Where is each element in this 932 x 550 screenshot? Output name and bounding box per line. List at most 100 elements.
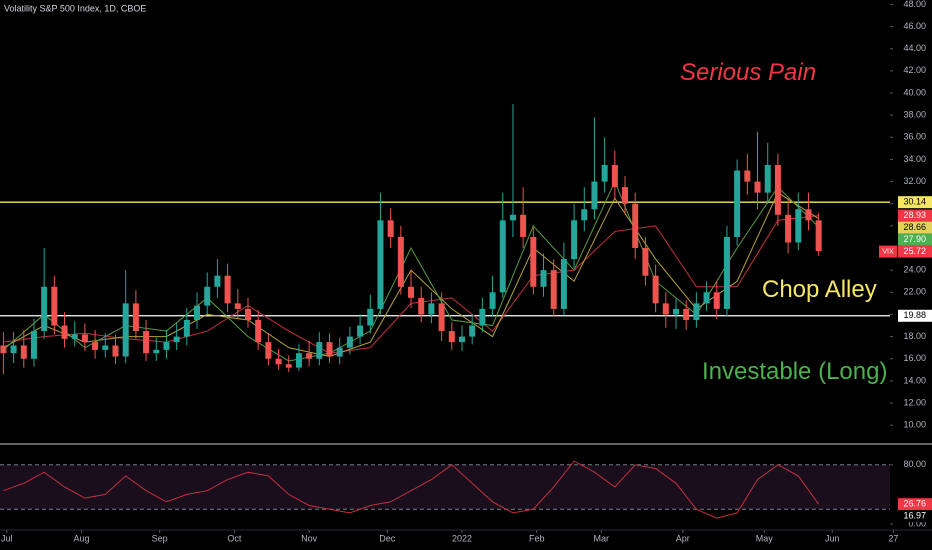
y-tick-label: 34.00 bbox=[903, 154, 926, 164]
candle-body bbox=[469, 325, 476, 337]
candle-body bbox=[550, 270, 557, 309]
candle-body bbox=[10, 345, 17, 354]
x-tick-label: Dec bbox=[379, 533, 396, 543]
candle-body bbox=[397, 236, 404, 287]
y-tick-label: 46.00 bbox=[903, 21, 926, 31]
price-label-box bbox=[898, 209, 932, 222]
x-tick-label: May bbox=[756, 533, 774, 543]
candle-body bbox=[0, 345, 7, 354]
y-tick-label: 22.00 bbox=[903, 287, 926, 297]
candle-body bbox=[785, 214, 792, 243]
candle-body bbox=[693, 303, 700, 320]
candle-body bbox=[306, 353, 313, 359]
candle-body bbox=[295, 353, 302, 368]
candle-body bbox=[346, 336, 353, 348]
candle-body bbox=[255, 319, 262, 343]
candle-body bbox=[622, 187, 629, 204]
candle-body bbox=[92, 342, 99, 350]
candle-body bbox=[448, 331, 455, 343]
price-label-box bbox=[898, 309, 932, 322]
candle-body bbox=[632, 203, 639, 249]
candle-body bbox=[499, 220, 506, 293]
candle-body bbox=[275, 358, 282, 365]
x-tick-label: 2022 bbox=[452, 533, 472, 543]
candle-body bbox=[560, 259, 567, 309]
candle-body bbox=[652, 275, 659, 304]
candle-body bbox=[285, 364, 292, 368]
annotation: Investable (Long) bbox=[702, 358, 887, 385]
price-label: 26.76 bbox=[903, 499, 926, 509]
price-label-box bbox=[898, 233, 932, 246]
price-label-box bbox=[898, 510, 932, 523]
candle-body bbox=[774, 164, 781, 215]
candle-body bbox=[438, 303, 445, 332]
band-fill bbox=[0, 464, 890, 510]
chart-title: Volatility S&P 500 Index, 1D, CBOE bbox=[4, 3, 146, 13]
candle-body bbox=[703, 292, 710, 304]
candle-body bbox=[408, 286, 415, 298]
price-label: 30.14 bbox=[903, 197, 926, 207]
candle-body bbox=[734, 170, 741, 237]
y-tick-label: 40.00 bbox=[903, 87, 926, 97]
candle-body bbox=[51, 286, 58, 326]
y-tick-label: 38.00 bbox=[903, 110, 926, 120]
candle-body bbox=[754, 181, 761, 193]
candle-body bbox=[194, 305, 201, 320]
candle-body bbox=[204, 286, 211, 306]
y-tick-label: 48.00 bbox=[903, 0, 926, 9]
x-tick-label: Feb bbox=[529, 533, 545, 543]
candle-body bbox=[265, 342, 272, 359]
candle-body bbox=[418, 297, 425, 315]
annotation: Serious Pain bbox=[680, 59, 816, 86]
price-label: 28.66 bbox=[903, 222, 926, 232]
y-tick-label: 18.00 bbox=[903, 331, 926, 341]
candle-body bbox=[122, 303, 129, 357]
x-tick-label: Mar bbox=[594, 533, 610, 543]
y-tick-label: 24.00 bbox=[903, 265, 926, 275]
price-label: 28.93 bbox=[903, 210, 926, 220]
price-label: 16.97 bbox=[903, 511, 926, 521]
candle-body bbox=[173, 336, 180, 343]
candle-body bbox=[509, 214, 516, 221]
candle-body bbox=[530, 236, 537, 287]
candle-body bbox=[367, 308, 374, 326]
x-tick-label: Aug bbox=[74, 533, 90, 543]
candle-body bbox=[815, 220, 822, 252]
candle-body bbox=[153, 349, 160, 354]
candle-body bbox=[81, 334, 88, 343]
candle-body bbox=[20, 345, 27, 359]
candle-body bbox=[41, 286, 48, 332]
y-tick-label: 32.00 bbox=[903, 176, 926, 186]
y-tick-label: 36.00 bbox=[903, 132, 926, 142]
candle-body bbox=[795, 209, 802, 243]
x-tick-label: Oct bbox=[227, 533, 242, 543]
candle-body bbox=[672, 308, 679, 315]
price-label: 25.72 bbox=[903, 246, 926, 256]
candle-body bbox=[143, 331, 150, 354]
candle-body bbox=[683, 308, 690, 320]
candle-body bbox=[387, 220, 394, 237]
candle-body bbox=[479, 308, 486, 326]
y-tick-label: 12.00 bbox=[903, 397, 926, 407]
candle-body bbox=[244, 308, 251, 320]
candle-body bbox=[571, 220, 578, 260]
candle-body bbox=[214, 275, 221, 287]
y-tick-label: 80.00 bbox=[903, 459, 926, 469]
candle-body bbox=[30, 331, 37, 359]
price-label-box bbox=[898, 196, 932, 209]
candle-body bbox=[132, 303, 139, 332]
candle-body bbox=[591, 181, 598, 210]
annotation: Chop Alley bbox=[762, 276, 877, 303]
candle-body bbox=[377, 220, 384, 309]
oscillator-line bbox=[3, 460, 820, 519]
candle-body bbox=[540, 270, 547, 287]
y-tick-label: 42.00 bbox=[903, 65, 926, 75]
candle-body bbox=[163, 342, 170, 350]
y-tick-label: 16.00 bbox=[903, 353, 926, 363]
x-tick-label: 27 bbox=[888, 533, 898, 543]
y-tick-label: 14.00 bbox=[903, 375, 926, 385]
candle-body bbox=[489, 292, 496, 309]
candle-body bbox=[183, 319, 190, 337]
x-tick-label: Sep bbox=[152, 533, 168, 543]
